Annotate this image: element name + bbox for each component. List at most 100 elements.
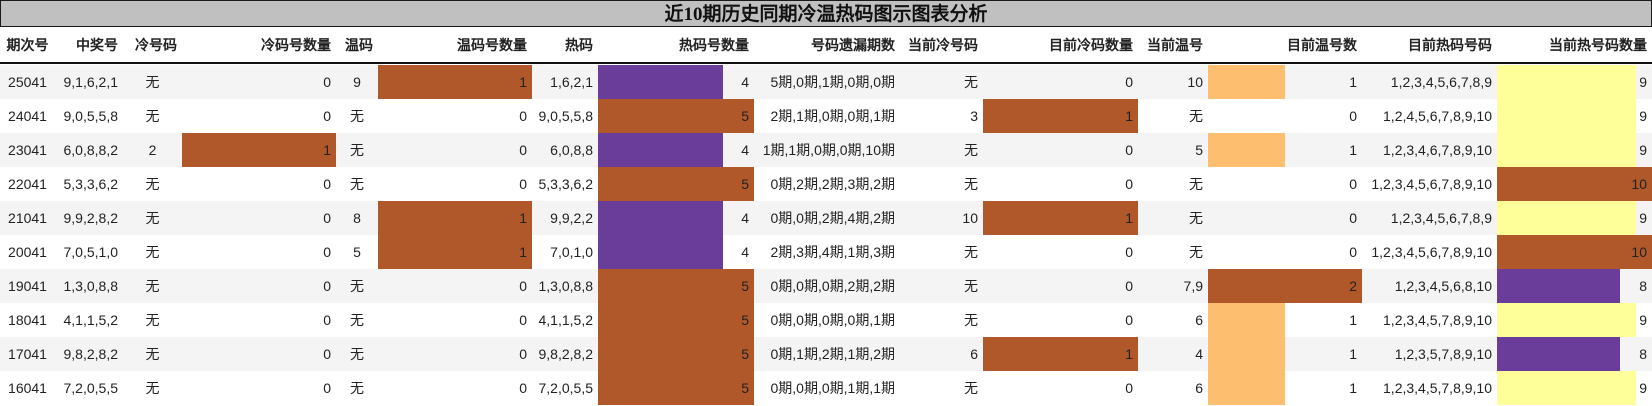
cell-cold: 2 bbox=[148, 142, 157, 158]
cell-cur-cold: 无 bbox=[964, 278, 978, 294]
cell-hot-count: 5 bbox=[741, 278, 749, 294]
cell-cur-hot: 1,2,3,4,5,7,8,9,10 bbox=[1383, 380, 1492, 396]
cell-miss: 0期,2期,2期,3期,2期 bbox=[770, 176, 896, 192]
table-header: 期次号 中奖号 冷号码 冷码号数量 温码 温码号数量 热码 热码号数量 号码遗漏期数 当前冷号码 目… bbox=[0, 28, 1652, 64]
cell-warm-count: 0 bbox=[519, 312, 527, 328]
column-header-cur-hot-count[interactable]: 当前热号码数量 bbox=[1549, 37, 1647, 53]
column-header-cold[interactable]: 冷号码 bbox=[135, 37, 177, 53]
cell-hot: 9,8,2,8,2 bbox=[538, 346, 594, 362]
cell-miss: 0期,0期,0期,0期,1期 bbox=[770, 312, 896, 328]
column-header-cur-hot[interactable]: 目前热码号码 bbox=[1408, 37, 1492, 53]
column-header-cur-warm[interactable]: 当前温号 bbox=[1147, 37, 1203, 53]
cell-cur-hot-count: 9 bbox=[1639, 108, 1647, 124]
cell-cold-count: 0 bbox=[323, 176, 331, 192]
table-row: 18041 4,1,1,5,2 无 0 无 0 4,1,1,5,2 5 0期,0期,0期,0期,… bbox=[0, 303, 1652, 337]
cell-period: 16041 bbox=[8, 380, 47, 396]
table-row: 17041 9,8,2,8,2 无 0 无 0 9,8,2,8,2 5 0期,1期,2期,1期,… bbox=[0, 337, 1652, 371]
cell-cur-hot-count: 9 bbox=[1639, 74, 1647, 90]
data-bar-hot-count bbox=[598, 167, 754, 201]
cell-warm: 无 bbox=[350, 312, 364, 328]
column-header-cold-count[interactable]: 冷码号数量 bbox=[261, 37, 331, 53]
cell-cold: 无 bbox=[145, 346, 160, 362]
table-row: 24041 9,0,5,5,8 无 0 无 0 9,0,5,5,8 5 2期,1期,0期,0期,… bbox=[0, 99, 1652, 133]
column-header-cur-warm-count[interactable]: 目前温号数 bbox=[1287, 37, 1357, 53]
cell-winning: 7,2,0,5,5 bbox=[63, 380, 119, 396]
cell-winning: 9,9,2,8,2 bbox=[63, 210, 119, 226]
cell-cold-count: 0 bbox=[323, 108, 331, 124]
cell-period: 20041 bbox=[8, 244, 47, 260]
cell-cur-hot: 1,2,3,4,5,6,7,8,9,10 bbox=[1371, 176, 1492, 192]
cell-winning: 7,0,5,1,0 bbox=[63, 244, 119, 260]
data-bar-cur-cold-count bbox=[983, 337, 1138, 371]
table-row: 21041 9,9,2,8,2 无 0 8 1 9,9,2,2 4 0期,0期,2期,4期,2期… bbox=[0, 201, 1652, 235]
cell-cur-warm-count: 1 bbox=[1349, 312, 1357, 328]
cell-cur-hot-count: 9 bbox=[1639, 210, 1647, 226]
cell-warm-count: 0 bbox=[519, 142, 527, 158]
cell-hot: 7,0,1,0 bbox=[550, 244, 593, 260]
cell-cold-count: 0 bbox=[323, 312, 331, 328]
cell-cold: 无 bbox=[145, 74, 160, 90]
data-bar-cur-hot-count bbox=[1497, 167, 1652, 201]
cell-cur-hot: 1,2,3,4,5,6,7,8,9 bbox=[1390, 210, 1492, 226]
cell-miss: 0期,0期,0期,1期,1期 bbox=[770, 380, 896, 396]
cell-cur-hot-count: 9 bbox=[1639, 142, 1647, 158]
cell-cur-warm: 6 bbox=[1195, 312, 1203, 328]
cell-cur-cold: 无 bbox=[964, 176, 978, 192]
cell-hot-count: 4 bbox=[741, 244, 749, 260]
cell-winning: 9,1,6,2,1 bbox=[63, 74, 119, 90]
table-row: 22041 5,3,3,6,2 无 0 无 0 5,3,3,6,2 5 0期,2期,2期,3期,… bbox=[0, 167, 1652, 201]
cell-hot: 6,0,8,8 bbox=[550, 142, 593, 158]
cell-cur-cold: 无 bbox=[964, 244, 978, 260]
cell-warm: 无 bbox=[350, 346, 364, 362]
column-header-period[interactable]: 期次号 bbox=[6, 37, 49, 53]
cell-period: 24041 bbox=[8, 108, 47, 124]
data-bar-cur-hot-count bbox=[1497, 65, 1636, 99]
cell-warm: 9 bbox=[353, 74, 361, 90]
cell-winning: 9,8,2,8,2 bbox=[63, 346, 119, 362]
cell-warm: 无 bbox=[350, 380, 364, 396]
cell-warm: 无 bbox=[350, 176, 364, 192]
data-bar-hot-count bbox=[598, 235, 723, 269]
column-header-cur-cold[interactable]: 当前冷号码 bbox=[908, 37, 978, 53]
cell-warm: 无 bbox=[350, 278, 364, 294]
cell-miss: 5期,0期,1期,0期,0期 bbox=[770, 74, 896, 90]
cell-cur-cold-count: 0 bbox=[1125, 312, 1133, 328]
cell-cur-warm-count: 0 bbox=[1349, 108, 1357, 124]
cell-cur-warm-count: 1 bbox=[1349, 380, 1357, 396]
cell-hot: 7,2,0,5,5 bbox=[538, 380, 594, 396]
cell-hot-count: 5 bbox=[741, 108, 749, 124]
data-bar-hot-count bbox=[598, 65, 723, 99]
cell-cur-hot-count: 8 bbox=[1639, 278, 1647, 294]
column-header-warm[interactable]: 温码 bbox=[345, 37, 373, 53]
cell-period: 21041 bbox=[8, 210, 47, 226]
column-header-hot-count[interactable]: 热码号数量 bbox=[679, 37, 749, 53]
cell-cur-warm: 5 bbox=[1195, 142, 1203, 158]
cell-hot: 4,1,1,5,2 bbox=[538, 312, 594, 328]
cell-period: 22041 bbox=[8, 176, 47, 192]
data-bar-cur-warm-count bbox=[1208, 133, 1285, 167]
cell-cur-warm-count: 2 bbox=[1349, 278, 1357, 294]
cell-miss: 0期,0期,2期,4期,2期 bbox=[770, 210, 896, 226]
cell-cur-warm-count: 1 bbox=[1349, 346, 1357, 362]
table-row: 20041 7,0,5,1,0 无 0 5 1 7,0,1,0 4 2期,3期,4期,1期,3期… bbox=[0, 235, 1652, 269]
cell-winning: 6,0,8,8,2 bbox=[63, 142, 119, 158]
cell-cold-count: 0 bbox=[323, 210, 331, 226]
column-header-miss[interactable]: 号码遗漏期数 bbox=[811, 37, 895, 53]
column-header-hot[interactable]: 热码 bbox=[565, 37, 593, 53]
column-header-cur-cold-count[interactable]: 目前冷码数量 bbox=[1049, 37, 1133, 53]
data-bar-hot-count bbox=[598, 269, 754, 303]
cell-period: 17041 bbox=[8, 346, 47, 362]
cell-hot: 9,0,5,5,8 bbox=[538, 108, 594, 124]
column-header-winning[interactable]: 中奖号 bbox=[76, 37, 118, 53]
data-bar-warm-count bbox=[378, 201, 532, 235]
cell-cur-warm-count: 0 bbox=[1349, 244, 1357, 260]
cell-cur-hot: 1,2,3,4,5,7,8,9,10 bbox=[1383, 312, 1492, 328]
cell-cur-cold: 无 bbox=[964, 380, 978, 396]
cell-cur-hot-count: 9 bbox=[1639, 380, 1647, 396]
cell-hot-count: 4 bbox=[741, 142, 749, 158]
column-header-warm-count[interactable]: 温码号数量 bbox=[457, 37, 527, 53]
cell-cold-count: 0 bbox=[323, 74, 331, 90]
cell-miss: 1期,1期,0期,0期,10期 bbox=[762, 142, 895, 158]
cell-miss: 2期,3期,4期,1期,3期 bbox=[770, 244, 896, 260]
data-bar-cur-warm-count bbox=[1208, 65, 1285, 99]
